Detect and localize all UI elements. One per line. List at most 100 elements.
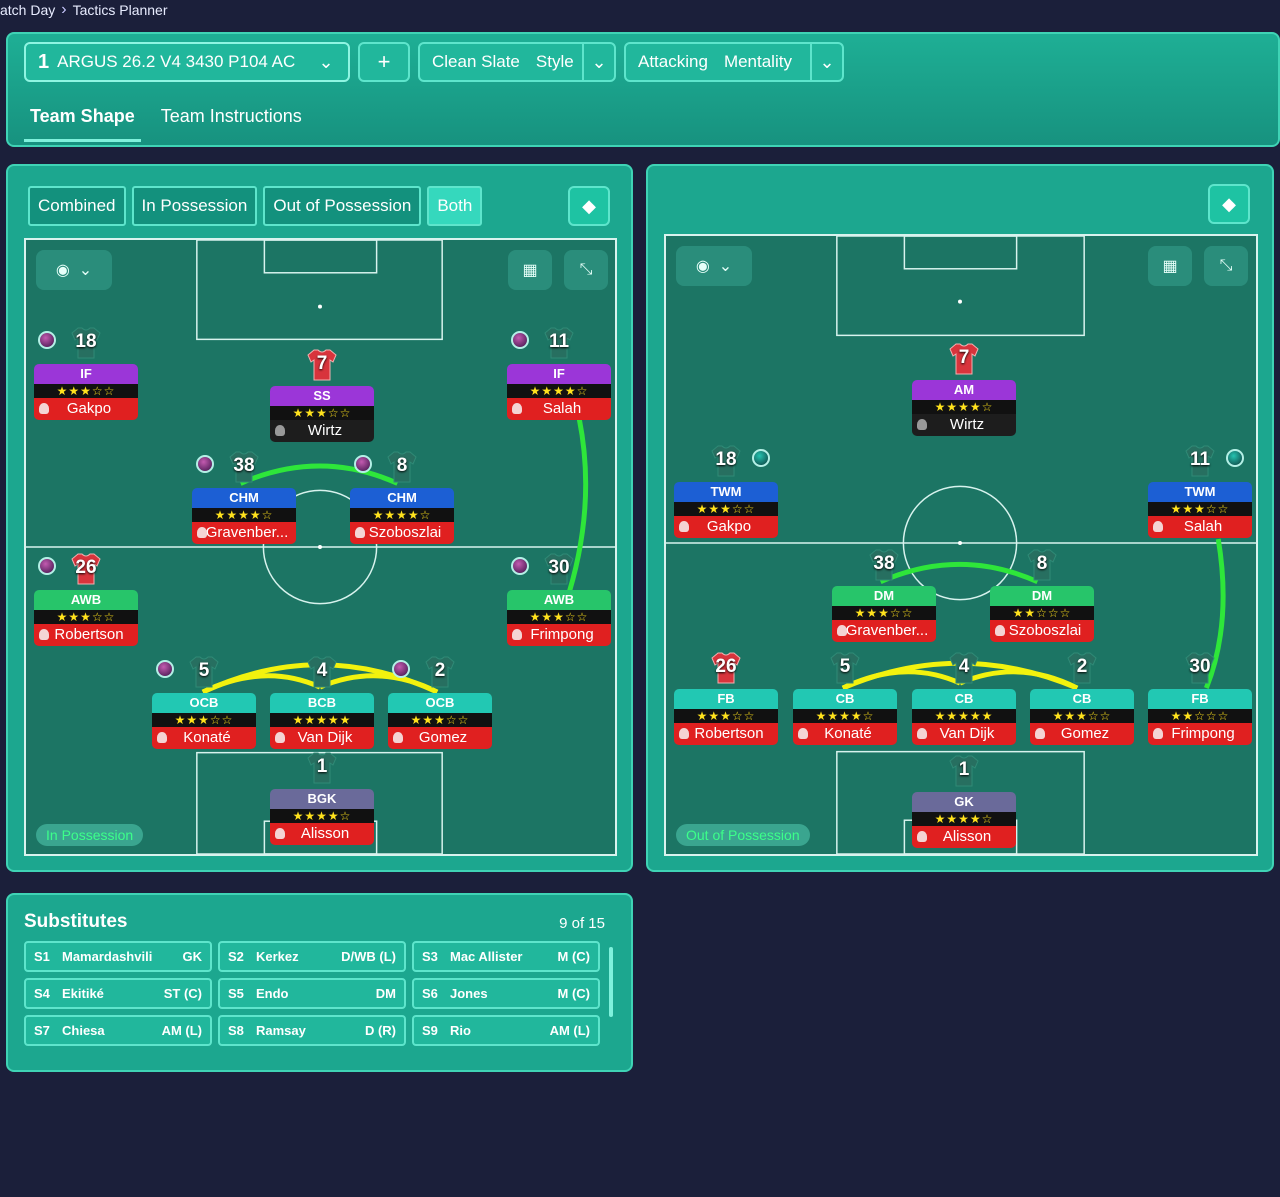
player-card[interactable]: 8 DM ★★☆☆☆ Szoboszlai bbox=[990, 549, 1094, 642]
shirt-icon: 11 bbox=[541, 324, 577, 360]
segment-combined[interactable]: Combined bbox=[28, 186, 126, 226]
player-card[interactable]: 11 TWM ★★★☆☆ Salah bbox=[1148, 445, 1252, 538]
player-card[interactable]: 2 OCB ★★★☆☆ Gomez bbox=[388, 656, 492, 749]
mentality-value: Attacking bbox=[638, 52, 708, 71]
player-card[interactable]: 5 CB ★★★★☆ Konaté bbox=[793, 652, 897, 745]
shirt-icon: 7 bbox=[304, 346, 340, 382]
mode-label: Out of Possession bbox=[676, 824, 810, 846]
player-card[interactable]: 8 CHM ★★★★☆ Szoboszlai bbox=[350, 451, 454, 544]
substitute-name: Ekitiké bbox=[62, 986, 104, 1001]
trait-orb-icon[interactable] bbox=[38, 557, 56, 575]
substitute-pos: GK bbox=[182, 949, 203, 964]
shirt-number: 38 bbox=[233, 455, 255, 476]
substitutes-panel: Substitutes 9 of 15 S1 Mamardashvili GK S2 K… bbox=[6, 893, 633, 1072]
trait-orb-icon[interactable] bbox=[752, 449, 770, 467]
player-card[interactable]: 7 AM ★★★★☆ Wirtz bbox=[912, 343, 1016, 436]
player-card[interactable]: 18 TWM ★★★☆☆ Gakpo bbox=[674, 445, 778, 538]
grid-icon[interactable]: ▦ bbox=[1148, 246, 1192, 286]
trait-orb-icon[interactable] bbox=[511, 331, 529, 349]
trait-orb-icon[interactable] bbox=[156, 660, 174, 678]
player-card[interactable]: 26 AWB ★★★☆☆ Robertson bbox=[34, 553, 138, 646]
diamond-icon[interactable]: ◆ bbox=[1208, 184, 1250, 224]
segment-out-of-possession[interactable]: Out of Possession bbox=[263, 186, 422, 226]
role-stars: ★★★☆☆ bbox=[152, 713, 256, 727]
role-stars: ★★★★☆ bbox=[270, 809, 374, 823]
style-selector[interactable]: Clean Slate Style ⌄ bbox=[418, 42, 616, 82]
shirt-number: 2 bbox=[1076, 656, 1088, 677]
substitute-slot[interactable]: S6 Jones M (C) bbox=[412, 978, 600, 1009]
tab-team-instructions[interactable]: Team Instructions bbox=[160, 106, 302, 126]
player-name: Szoboszlai bbox=[990, 620, 1094, 642]
player-card[interactable]: 18 IF ★★★☆☆ Gakpo bbox=[34, 327, 138, 420]
add-tactic-button[interactable]: + bbox=[358, 42, 410, 82]
player-card[interactable]: 2 CB ★★★☆☆ Gomez bbox=[1030, 652, 1134, 745]
tactic-number: 1 bbox=[38, 50, 50, 73]
player-card[interactable]: 4 CB ★★★★★ Van Dijk bbox=[912, 652, 1016, 745]
player-card[interactable]: 7 SS ★★★☆☆ Wirtz bbox=[270, 349, 374, 442]
trait-orb-icon[interactable] bbox=[354, 455, 372, 473]
shirt-number: 2 bbox=[434, 660, 446, 681]
grid-icon[interactable]: ▦ bbox=[508, 250, 552, 290]
expand-icon[interactable]: ⤡ bbox=[1204, 246, 1248, 286]
breadcrumb-parent[interactable]: atch Day bbox=[0, 2, 56, 18]
player-card[interactable]: 4 BCB ★★★★★ Van Dijk bbox=[270, 656, 374, 749]
player-role: BGK bbox=[270, 789, 374, 809]
shirt-icon: 18 bbox=[68, 324, 104, 360]
player-card[interactable]: 38 DM ★★★☆☆ Gravenber... bbox=[832, 549, 936, 642]
role-stars: ★★☆☆☆ bbox=[990, 606, 1094, 620]
expand-icon[interactable]: ⤡ bbox=[564, 250, 608, 290]
trait-orb-icon[interactable] bbox=[38, 331, 56, 349]
substitute-slot[interactable]: S9 Rio AM (L) bbox=[412, 1015, 600, 1046]
mentality-selector[interactable]: Attacking Mentality ⌄ bbox=[624, 42, 844, 82]
player-name: Gomez bbox=[1030, 723, 1134, 745]
substitute-slot[interactable]: S7 Chiesa AM (L) bbox=[24, 1015, 212, 1046]
player-card[interactable]: 11 IF ★★★★☆ Salah bbox=[507, 327, 611, 420]
role-stars: ★★☆☆☆ bbox=[1148, 709, 1252, 723]
substitute-slot[interactable]: S8 Ramsay D (R) bbox=[218, 1015, 406, 1046]
substitute-pos: AM (L) bbox=[549, 1023, 590, 1038]
mentality-suffix: Mentality bbox=[723, 52, 792, 71]
player-card[interactable]: 1 GK ★★★★☆ Alisson bbox=[912, 755, 1016, 848]
shirt-icon: 11 bbox=[1182, 442, 1218, 478]
shirt-number: 30 bbox=[548, 557, 570, 578]
visibility-toggle[interactable]: ◉ ⌄ bbox=[36, 250, 112, 290]
role-stars: ★★★☆☆ bbox=[34, 384, 138, 398]
segment-in-possession[interactable]: In Possession bbox=[131, 186, 258, 226]
player-role: AWB bbox=[507, 590, 611, 610]
diamond-icon[interactable]: ◆ bbox=[568, 186, 610, 226]
player-name: Gomez bbox=[388, 727, 492, 749]
player-card[interactable]: 30 FB ★★☆☆☆ Frimpong bbox=[1148, 652, 1252, 745]
visibility-toggle[interactable]: ◉ ⌄ bbox=[676, 246, 752, 286]
player-role: CB bbox=[793, 689, 897, 709]
substitute-slot[interactable]: S3 Mac Allister M (C) bbox=[412, 941, 600, 972]
substitute-name: Endo bbox=[256, 986, 289, 1001]
player-card[interactable]: 5 OCB ★★★☆☆ Konaté bbox=[152, 656, 256, 749]
player-role: TWM bbox=[1148, 482, 1252, 502]
player-card[interactable]: 38 CHM ★★★★☆ Gravenber... bbox=[192, 451, 296, 544]
tab-team-shape[interactable]: Team Shape bbox=[24, 96, 141, 142]
role-stars: ★★★☆☆ bbox=[832, 606, 936, 620]
trait-orb-icon[interactable] bbox=[511, 557, 529, 575]
substitute-slot[interactable]: S1 Mamardashvili GK bbox=[24, 941, 212, 972]
substitute-slot[interactable]: S5 Endo DM bbox=[218, 978, 406, 1009]
player-name: Robertson bbox=[34, 624, 138, 646]
player-card[interactable]: 30 AWB ★★★☆☆ Frimpong bbox=[507, 553, 611, 646]
role-stars: ★★★★☆ bbox=[507, 384, 611, 398]
shirt-icon: 1 bbox=[304, 749, 340, 785]
role-stars: ★★★★☆ bbox=[793, 709, 897, 723]
trait-orb-icon[interactable] bbox=[392, 660, 410, 678]
substitute-name: Rio bbox=[450, 1023, 471, 1038]
shirt-icon: 4 bbox=[304, 653, 340, 689]
substitute-slot[interactable]: S2 Kerkez D/WB (L) bbox=[218, 941, 406, 972]
substitute-slot[interactable]: S4 Ekitiké ST (C) bbox=[24, 978, 212, 1009]
scrollbar[interactable] bbox=[609, 947, 613, 1017]
player-card[interactable]: 26 FB ★★★☆☆ Robertson bbox=[674, 652, 778, 745]
player-card[interactable]: 1 BGK ★★★★☆ Alisson bbox=[270, 752, 374, 845]
tactic-selector[interactable]: 1 ARGUS 26.2 V4 3430 P104 AC ⌄ bbox=[24, 42, 350, 82]
segment-both[interactable]: Both bbox=[427, 186, 483, 226]
substitute-slot: S7 bbox=[34, 1023, 50, 1038]
trait-orb-icon[interactable] bbox=[1226, 449, 1244, 467]
trait-orb-icon[interactable] bbox=[196, 455, 214, 473]
role-stars: ★★★★★ bbox=[912, 709, 1016, 723]
shirt-number: 30 bbox=[1189, 656, 1211, 677]
